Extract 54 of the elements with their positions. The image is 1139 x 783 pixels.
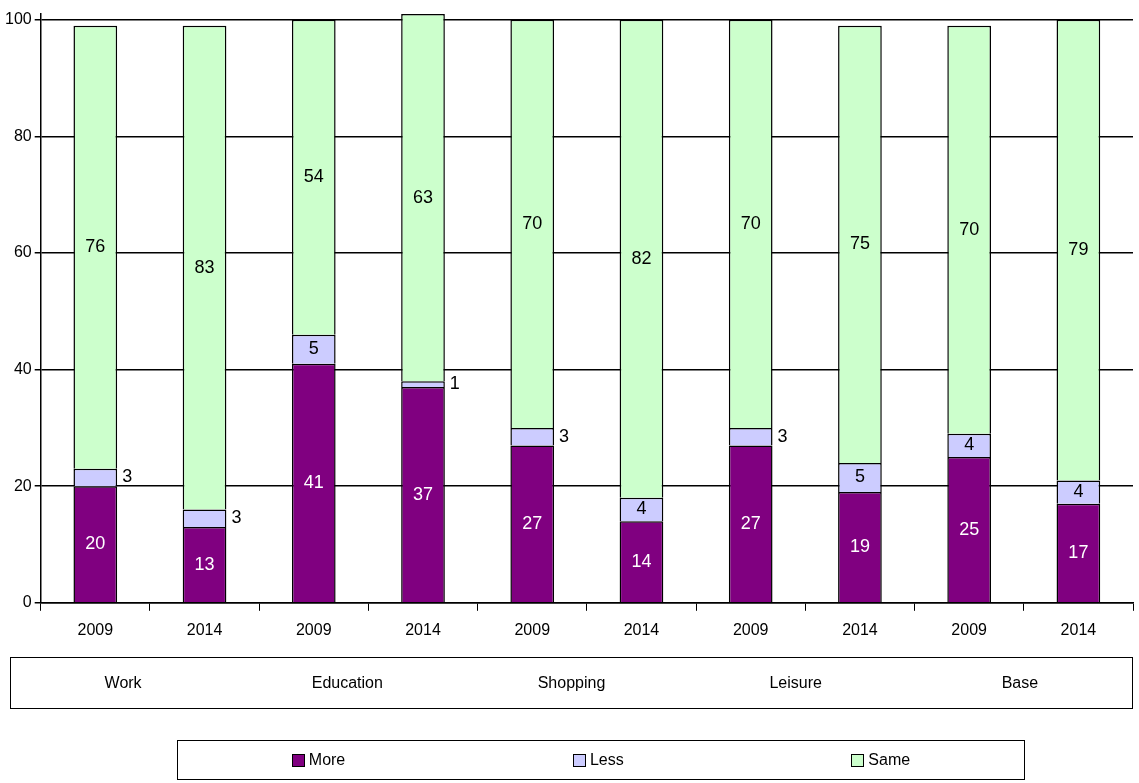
text: Leisure: [769, 674, 822, 692]
data-label: 3: [559, 425, 570, 446]
data-label: 70: [522, 212, 543, 233]
x-tick-label: 2009: [77, 620, 114, 638]
y-tick-label: 40: [13, 360, 32, 378]
data-label: 25: [959, 518, 980, 539]
data-label: 27: [522, 512, 543, 533]
data-label: 3: [231, 507, 242, 528]
legend-label: Same: [868, 751, 911, 769]
text: Base: [1001, 674, 1039, 692]
x-tick-label: 2014: [1060, 620, 1097, 638]
data-label: 3: [777, 425, 788, 446]
data-label: 4: [964, 434, 975, 455]
data-label: 13: [194, 553, 215, 574]
data-label: 20: [85, 533, 106, 554]
data-label: 63: [412, 186, 434, 207]
x-tick-label: 2009: [514, 620, 551, 638]
y-tick-label: 100: [4, 10, 32, 28]
y-tick-label: 60: [13, 243, 32, 261]
data-label: 3: [122, 466, 133, 487]
x-tick-label: 2009: [732, 620, 769, 638]
data-label: 83: [194, 256, 215, 277]
x-tick-label: 2014: [623, 620, 660, 638]
data-label: 14: [631, 550, 652, 571]
x-tick-label: 2014: [405, 620, 441, 638]
data-label: 41: [303, 471, 324, 492]
data-label: 5: [854, 466, 865, 487]
data-label: 79: [1068, 239, 1089, 260]
data-label: 17: [1068, 541, 1089, 562]
data-label: 19: [849, 536, 870, 557]
data-label: 4: [636, 498, 647, 519]
x-tick-label: 2014: [842, 620, 878, 638]
x-tick-label: 2014: [186, 620, 223, 638]
data-label: 4: [1073, 481, 1084, 501]
data-label: 5: [308, 338, 319, 359]
x-tick-label: 2009: [295, 620, 332, 638]
data-label: 54: [303, 166, 324, 187]
text: Work: [104, 674, 142, 692]
legend-label: Less: [589, 751, 624, 769]
y-tick-label: 0: [22, 593, 32, 611]
data-label: 76: [85, 236, 106, 257]
data-label: 27: [740, 512, 761, 533]
text: Education: [311, 674, 383, 692]
data-label: 75: [849, 233, 870, 254]
legend-label: More: [308, 751, 346, 769]
data-label: 37: [412, 483, 434, 504]
data-label: 70: [740, 212, 761, 233]
data-label: 70: [959, 218, 980, 239]
y-tick-label: 80: [13, 126, 32, 144]
y-tick-label: 20: [13, 476, 32, 494]
data-label: 82: [631, 247, 652, 268]
data-label: 1: [449, 373, 460, 394]
text: Shopping: [537, 674, 606, 692]
x-tick-label: 2009: [951, 620, 988, 638]
